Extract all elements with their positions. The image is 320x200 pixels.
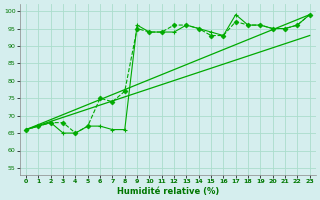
X-axis label: Humidité relative (%): Humidité relative (%) [117, 187, 219, 196]
